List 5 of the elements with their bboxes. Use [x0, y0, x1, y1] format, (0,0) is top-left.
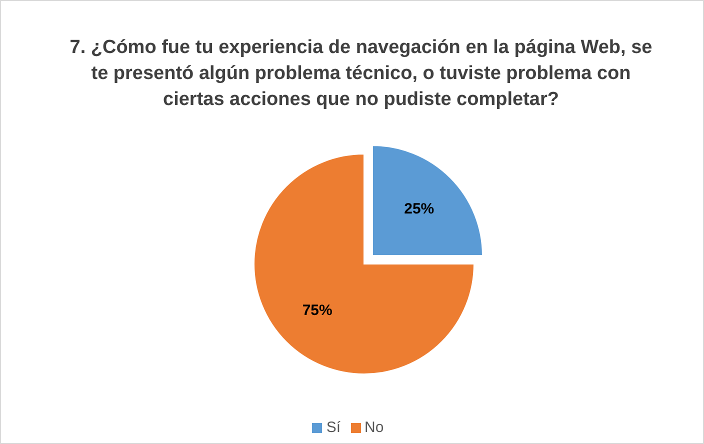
- data-label: 75%: [302, 302, 332, 320]
- chart-title: 7. ¿Cómo fue tu experiencia de navegación en la página Web, se te presentó algún problema técnico, o tuviste problema con ciertas acciones que no pudiste completar?: [68, 36, 654, 112]
- legend-label: Sí: [326, 419, 340, 436]
- legend-label: No: [364, 419, 384, 436]
- data-label: 25%: [404, 200, 434, 218]
